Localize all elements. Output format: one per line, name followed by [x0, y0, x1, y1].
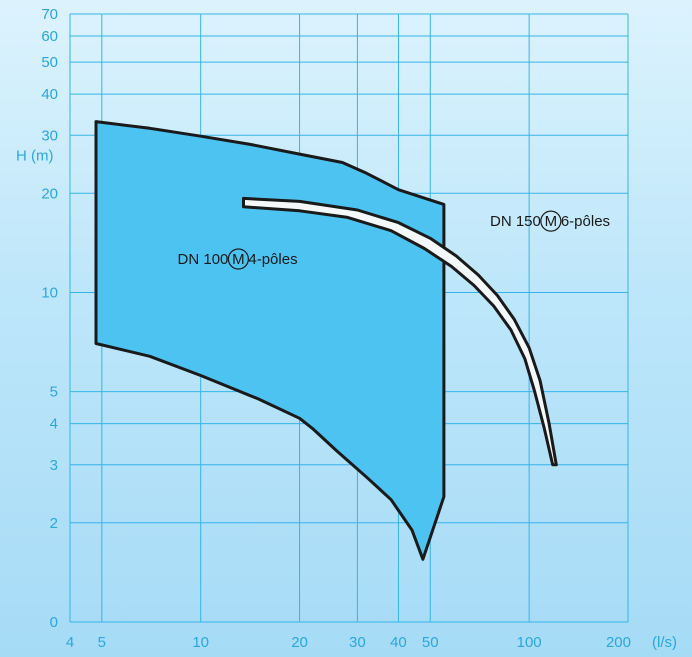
- x-tick-label: 50: [422, 634, 439, 651]
- y-tick-label: 50: [41, 54, 58, 71]
- label-text-suffix: 4-pôles: [248, 251, 297, 268]
- x-tick-label: 30: [349, 634, 366, 651]
- motor-symbol-letter: M: [545, 213, 558, 230]
- dn150-label: DN 150 M 6-pôles: [490, 210, 610, 232]
- series-layer: [94, 120, 558, 561]
- label-text-suffix: 6-pôles: [561, 213, 610, 230]
- y-tick-label: 3: [50, 457, 58, 474]
- x-tick-label: 200: [606, 634, 631, 651]
- y-tick-label: 0: [50, 614, 58, 631]
- x-axis-unit-label: (l/s): [652, 634, 677, 651]
- y-tick-label: 40: [41, 86, 58, 103]
- x-tick-label: 5: [98, 634, 106, 651]
- y-tick-label: 10: [41, 284, 58, 301]
- x-tick-label: 100: [517, 634, 542, 651]
- x-tick-label: 20: [291, 634, 308, 651]
- y-tick-label: 60: [41, 28, 58, 45]
- motor-symbol-circle: [227, 248, 249, 270]
- axis-layer: H (m) (l/s) 4 5 10 20 30 40 50 100 200 0 2 3 4 5 10 20 3…: [16, 6, 677, 651]
- y-tick-label: 5: [50, 384, 58, 401]
- y-tick-label: 30: [41, 127, 58, 144]
- y-tick-label: 70: [41, 6, 58, 23]
- motor-symbol-circle: [540, 210, 562, 232]
- label-text-prefix: DN 150: [490, 213, 541, 230]
- dn100-4pole-region: [94, 120, 446, 561]
- dn100-label: DN 100 M 4-pôles: [178, 248, 298, 270]
- y-axis-label: H (m): [16, 148, 54, 165]
- label-text-prefix: DN 100: [178, 251, 229, 268]
- y-tick-label: 4: [50, 416, 58, 433]
- y-tick-label: 2: [50, 515, 58, 532]
- x-tick-label: 10: [192, 634, 209, 651]
- x-tick-label: 4: [66, 634, 74, 651]
- y-tick-label: 20: [41, 185, 58, 202]
- motor-symbol-letter: M: [232, 251, 245, 268]
- x-tick-label: 40: [390, 634, 407, 651]
- dn150-6pole-band: [242, 196, 558, 467]
